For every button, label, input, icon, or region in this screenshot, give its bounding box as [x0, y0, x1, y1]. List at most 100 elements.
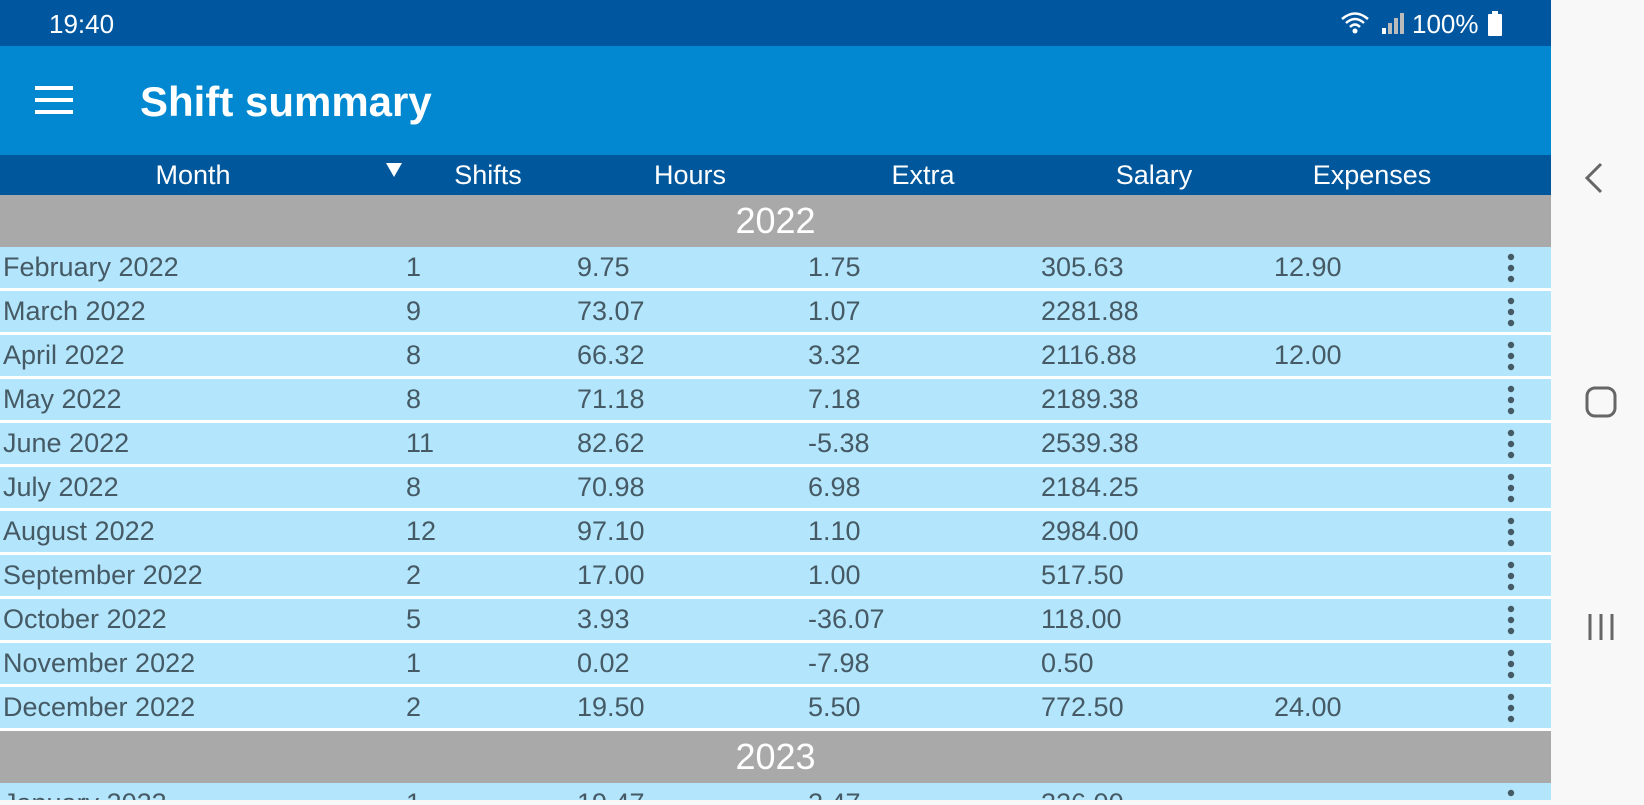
column-header[interactable]: Shifts [454, 160, 522, 190]
table-row[interactable]: May 2022 8 71.18 7.18 2189.38 [0, 379, 1551, 423]
signal-icons [1341, 12, 1404, 34]
cell: 17.00 [577, 560, 645, 590]
column-header[interactable]: Hours [653, 160, 727, 190]
table-row[interactable]: August 2022 12 97.10 1.10 2984.00 [0, 511, 1551, 555]
cell: 2539.38 [1041, 428, 1139, 458]
column-header[interactable]: Salary [1115, 160, 1193, 190]
cell: 9 [406, 296, 422, 326]
column-header[interactable]: Month [155, 160, 231, 190]
table-header: Month Shifts Hours Extra Salary Expenses [0, 155, 1551, 195]
cell: 11 [406, 428, 435, 458]
cell: July 2022 [3, 472, 119, 502]
cell: 71.18 [577, 384, 645, 414]
cell: 517.50 [1041, 560, 1124, 590]
cell: 8 [406, 472, 422, 502]
cell: 0.50 [1041, 648, 1094, 678]
battery-icon [1488, 11, 1502, 36]
table-row[interactable]: July 2022 8 70.98 6.98 2184.25 [0, 467, 1551, 511]
year-header: 2022 [0, 195, 1551, 247]
cell: 6.98 [808, 472, 861, 502]
table-row[interactable]: December 2022 2 19.50 5.50 772.50 24.00 [0, 687, 1551, 731]
cell: 5 [406, 604, 422, 634]
cell: April 2022 [3, 340, 125, 370]
cell: 8 [406, 384, 422, 414]
recents-button[interactable] [1588, 614, 1614, 640]
table-row[interactable]: January 2023 1 19.47 2.47 326.00 [0, 783, 1551, 800]
cell: 2281.88 [1041, 296, 1139, 326]
cell: 3.93 [577, 604, 630, 634]
table-row[interactable]: November 2022 1 0.02 -7.98 0.50 [0, 643, 1551, 687]
cell: November 2022 [3, 648, 196, 678]
app-bar: Shift summary [0, 46, 1551, 155]
cell: 2 [406, 692, 422, 722]
row-menu[interactable] [1507, 561, 1515, 598]
cell: 3.32 [808, 340, 861, 370]
cell: December 2022 [3, 692, 196, 722]
cell: 82.62 [577, 428, 645, 458]
column-header[interactable]: Extra [891, 160, 955, 190]
cell: 1.10 [808, 516, 861, 546]
cell: 1 [406, 252, 422, 282]
cell: 9.75 [577, 252, 630, 282]
cell: October 2022 [3, 604, 167, 634]
table-row[interactable]: April 2022 8 66.32 3.32 2116.88 12.00 [0, 335, 1551, 379]
cell: August 2022 [3, 516, 155, 546]
table-row[interactable]: June 2022 11 82.62 -5.38 2539.38 [0, 423, 1551, 467]
cell: 66.32 [577, 340, 645, 370]
row-menu[interactable] [1507, 649, 1515, 686]
time: 19:40 [49, 9, 115, 39]
cell: 2184.25 [1041, 472, 1139, 502]
row-menu[interactable] [1507, 789, 1515, 800]
cell: 326.00 [1041, 788, 1124, 800]
cell: -5.38 [808, 428, 870, 458]
row-menu[interactable] [1507, 253, 1515, 290]
row-menu[interactable] [1507, 605, 1515, 642]
cell: 73.07 [577, 296, 645, 326]
cell: 19.47 [577, 788, 645, 800]
cell: 12.90 [1274, 252, 1342, 282]
cell: 2 [406, 560, 422, 590]
back-button[interactable] [1584, 162, 1603, 194]
sort-arrow[interactable] [386, 163, 402, 177]
cell: 0.02 [577, 648, 630, 678]
nav-icons [1584, 162, 1617, 640]
year-header: 2023 [0, 731, 1551, 783]
row-menu[interactable] [1507, 385, 1515, 422]
row-menu[interactable] [1507, 341, 1515, 378]
app: 19:40 100% Shift summary Month Shifts Hour… [0, 0, 1551, 800]
cell: 12 [406, 516, 437, 546]
row-menu[interactable] [1507, 429, 1515, 466]
cell: 12.00 [1274, 340, 1342, 370]
row-menu[interactable] [1507, 693, 1515, 730]
table-row[interactable]: March 2022 9 73.07 1.07 2281.88 [0, 291, 1551, 335]
cell: 2984.00 [1041, 516, 1139, 546]
table-row[interactable]: February 2022 1 9.75 1.75 305.63 12.90 [0, 247, 1551, 291]
row-menu[interactable] [1507, 473, 1515, 510]
menu-button[interactable] [35, 86, 73, 114]
row-menu[interactable] [1507, 297, 1515, 334]
status-bar: 19:40 100% [0, 0, 1551, 46]
row-menu[interactable] [1507, 517, 1515, 554]
cell: May 2022 [3, 384, 122, 414]
cell: 2.47 [808, 788, 861, 800]
cell: February 2022 [3, 252, 179, 282]
cell: 24.00 [1274, 692, 1342, 722]
cell: 7.18 [808, 384, 861, 414]
table-row[interactable]: October 2022 5 3.93 -36.07 118.00 [0, 599, 1551, 643]
cell: 2116.88 [1041, 340, 1137, 370]
cell: 70.98 [577, 472, 645, 502]
nav-bar [1551, 0, 1644, 800]
cell: 1 [406, 788, 421, 800]
home-button[interactable] [1585, 386, 1617, 418]
battery-text: 100% [1412, 9, 1479, 39]
cell: 305.63 [1041, 252, 1124, 282]
cell: June 2022 [3, 428, 130, 458]
cell: 19.50 [577, 692, 645, 722]
cell: 1 [406, 648, 422, 678]
column-header[interactable]: Expenses [1312, 160, 1432, 190]
table-row[interactable]: September 2022 2 17.00 1.00 517.50 [0, 555, 1551, 599]
cell: 2189.38 [1041, 384, 1139, 414]
cell: 8 [406, 340, 422, 370]
cell: September 2022 [3, 560, 203, 590]
